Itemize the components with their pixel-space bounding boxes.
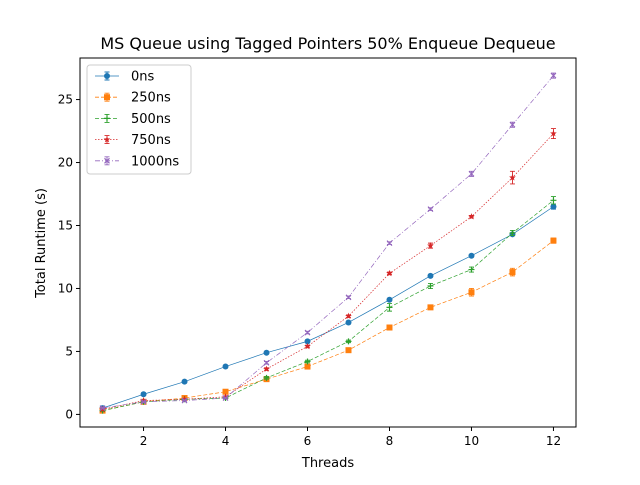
legend-marker xyxy=(104,157,110,164)
data-point xyxy=(468,252,475,259)
data-point xyxy=(550,197,557,204)
data-point xyxy=(345,338,352,345)
y-tick-label: 10 xyxy=(58,281,73,295)
series-line xyxy=(102,206,554,409)
data-point xyxy=(468,266,475,273)
x-tick-label: 2 xyxy=(140,434,148,448)
legend-marker xyxy=(104,94,110,101)
legend-label: 1000ns xyxy=(131,154,179,169)
data-point xyxy=(427,304,434,311)
legend-label: 250ns xyxy=(131,91,171,106)
data-point xyxy=(222,363,229,370)
series-750ns xyxy=(99,128,557,413)
data-point xyxy=(181,378,188,385)
series-0ns xyxy=(99,203,557,412)
data-point xyxy=(222,388,229,395)
data-point xyxy=(386,269,393,277)
data-point xyxy=(550,72,557,79)
data-point xyxy=(468,213,475,220)
legend-label: 500ns xyxy=(131,112,171,127)
data-point xyxy=(427,282,434,289)
y-tick-label: 25 xyxy=(58,93,73,107)
plot-area xyxy=(99,72,557,414)
y-tick-label: 5 xyxy=(65,344,73,358)
series-line xyxy=(102,200,554,411)
data-point xyxy=(140,397,147,404)
data-point xyxy=(99,405,106,412)
y-axis-label: Total Runtime (s) xyxy=(34,188,49,299)
data-point xyxy=(304,329,311,336)
data-point xyxy=(140,391,147,398)
data-point xyxy=(468,170,475,177)
x-tick-label: 6 xyxy=(304,434,312,448)
y-tick-label: 20 xyxy=(58,156,73,170)
y-axis: 0 5 10 15 20 25 xyxy=(58,93,80,421)
data-point xyxy=(345,347,352,354)
data-point xyxy=(263,365,270,372)
data-point xyxy=(181,395,188,403)
data-point xyxy=(263,374,270,381)
x-tick-label: 4 xyxy=(222,434,230,448)
data-point xyxy=(509,269,516,276)
data-point xyxy=(509,174,516,181)
data-point xyxy=(345,312,352,320)
x-axis: 2 4 6 8 10 12 xyxy=(140,427,561,448)
data-point xyxy=(222,395,229,401)
series-1000ns xyxy=(99,72,557,412)
x-tick-label: 12 xyxy=(546,434,561,448)
legend-label: 0ns xyxy=(131,70,155,85)
data-point xyxy=(427,206,434,213)
series-line xyxy=(102,240,554,411)
data-point xyxy=(263,349,270,356)
data-point xyxy=(386,240,393,247)
data-point xyxy=(345,294,352,301)
data-point xyxy=(427,272,434,279)
legend-marker xyxy=(104,115,110,122)
y-tick-label: 15 xyxy=(58,218,73,232)
data-point xyxy=(345,319,352,326)
data-point xyxy=(181,397,188,404)
x-axis-label: Threads xyxy=(301,456,354,471)
plot-frame xyxy=(79,57,577,428)
x-tick-label: 10 xyxy=(464,434,479,448)
legend-box xyxy=(86,64,192,175)
data-point xyxy=(386,324,393,331)
data-point xyxy=(304,342,311,350)
chart-title: MS Queue using Tagged Pointers 50% Enque… xyxy=(100,34,555,53)
data-point xyxy=(550,237,557,244)
data-point xyxy=(386,304,393,311)
data-point xyxy=(427,242,434,249)
data-point xyxy=(140,398,147,405)
series-line xyxy=(102,133,554,410)
legend-label: 750ns xyxy=(131,133,171,148)
legend: 0ns 250ns 500ns 750ns 1000ns xyxy=(86,64,192,175)
data-point xyxy=(550,130,557,137)
y-tick-label: 0 xyxy=(65,407,73,421)
data-point xyxy=(550,203,557,210)
data-point xyxy=(509,230,516,237)
legend-marker xyxy=(104,73,110,79)
legend-marker xyxy=(103,136,111,143)
data-point xyxy=(386,296,393,303)
data-point xyxy=(304,338,311,345)
data-point xyxy=(304,358,311,365)
data-point xyxy=(263,359,270,366)
data-point xyxy=(304,363,311,370)
data-point xyxy=(222,393,229,400)
data-point xyxy=(509,121,516,128)
data-point xyxy=(468,289,475,296)
x-tick-label: 8 xyxy=(386,434,394,448)
